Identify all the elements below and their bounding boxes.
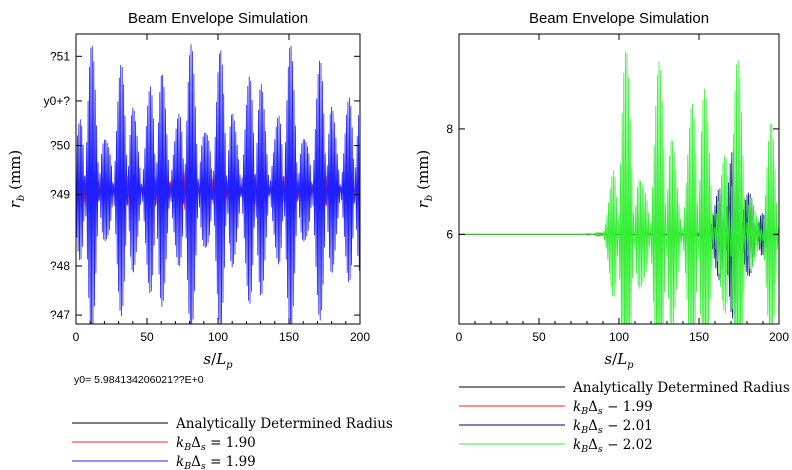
y-tick-label: ?49 — [50, 188, 70, 202]
y-tick-label: 6 — [446, 227, 453, 241]
y-tick-label: ?48 — [50, 259, 70, 273]
legend-label: kBΔs − 1.99 — [573, 399, 653, 417]
series-line-2 — [459, 150, 779, 319]
right-y-axis-label: rb (mm) — [414, 150, 435, 209]
x-tick-label: 150 — [689, 330, 709, 344]
series-line-3 — [459, 51, 779, 324]
right-chart-title: Beam Envelope Simulation — [529, 10, 709, 27]
left-chart-title: Beam Envelope Simulation — [128, 10, 308, 27]
x-tick-label: 200 — [350, 330, 370, 344]
x-tick-label: 0 — [73, 330, 80, 344]
x-tick-label: 100 — [208, 330, 228, 344]
legend-label: Analytically Determined Radius — [175, 416, 393, 432]
y-tick-label: ?47 — [50, 308, 70, 322]
y-tick-label: ?51 — [50, 49, 70, 63]
x-tick-label: 200 — [769, 330, 789, 344]
x-tick-label: 50 — [140, 330, 154, 344]
legend-label: kBΔs = 1.99 — [176, 454, 256, 470]
x-tick-label: 100 — [609, 330, 629, 344]
right-x-axis-label: s/Lp — [604, 350, 634, 371]
x-tick-label: 150 — [279, 330, 299, 344]
left-footnote: y0= 5.984134206021??E+0 — [74, 374, 204, 386]
x-tick-label: 50 — [532, 330, 546, 344]
left-chart: Beam Envelope Simulation 0 50 100 150 200 ?51… — [6, 10, 393, 470]
series-line-2 — [76, 44, 360, 324]
right-legend: Analytically Determined Radius kBΔs − 1.9… — [459, 380, 790, 455]
legend-label: Analytically Determined Radius — [572, 380, 790, 396]
right-chart: Beam Envelope Simulation 0 50 100 150 20086 … — [414, 10, 790, 455]
x-tick-label: 0 — [456, 330, 463, 344]
legend-label: kBΔs = 1.90 — [176, 435, 256, 453]
y-tick-label: y0+? — [44, 94, 71, 108]
legend-label: kBΔs − 2.01 — [573, 418, 653, 436]
left-y-axis-label: rb (mm) — [6, 150, 27, 209]
legend-label: kBΔs − 2.02 — [573, 437, 653, 455]
left-x-axis-label: s/Lp — [203, 350, 233, 371]
y-tick-label: ?50 — [50, 139, 70, 153]
y-tick-label: 8 — [446, 122, 453, 136]
left-legend: Analytically Determined Radius kBΔs = 1.9… — [72, 416, 393, 470]
